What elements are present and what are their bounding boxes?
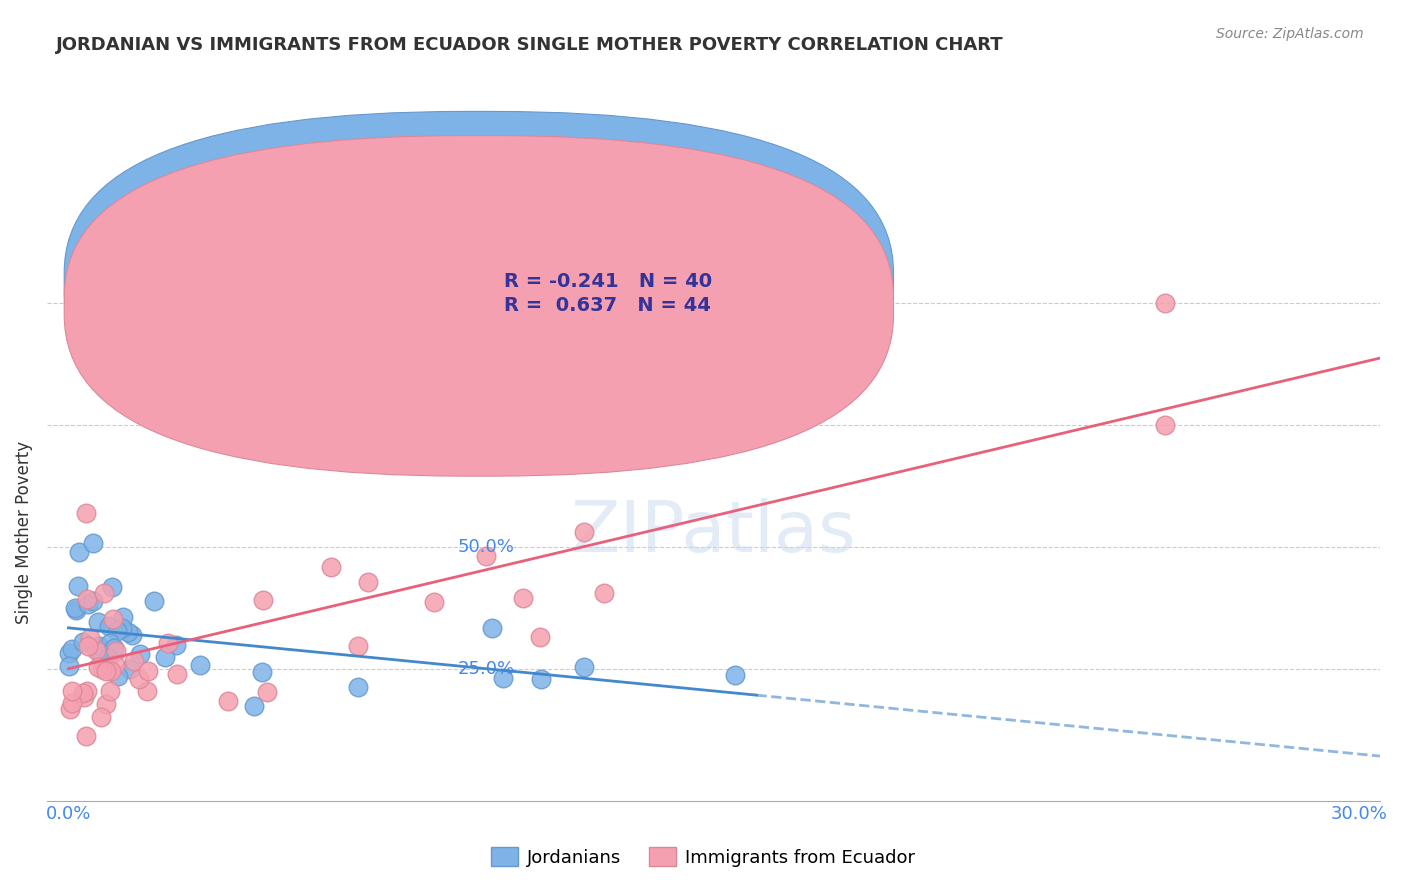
Point: [96, 665, 118, 679]
Point: [79, 301, 101, 315]
Point: [93, 586, 115, 600]
Point: [136, 664, 159, 678]
Point: [82, 536, 104, 550]
Point: [143, 594, 166, 608]
Point: [72, 634, 94, 648]
Legend: Jordanians, Immigrants from Ecuador: Jordanians, Immigrants from Ecuador: [484, 840, 922, 874]
Point: [117, 625, 139, 640]
Point: [242, 699, 264, 714]
Point: [724, 668, 747, 682]
Point: [58, 659, 80, 673]
Point: [165, 638, 187, 652]
Point: [98, 619, 121, 633]
Point: [89, 644, 111, 658]
Point: [592, 586, 614, 600]
Point: [136, 684, 159, 698]
Point: [72, 686, 94, 700]
Text: 50.0%: 50.0%: [457, 538, 515, 556]
Point: [1154, 418, 1177, 433]
Point: [91, 651, 114, 665]
Point: [77, 597, 100, 611]
Point: [60, 696, 83, 710]
Point: [100, 665, 122, 679]
Point: [574, 524, 596, 539]
Point: [481, 621, 503, 635]
Point: [166, 666, 188, 681]
Point: [107, 668, 129, 682]
Point: [217, 693, 239, 707]
Point: [112, 610, 135, 624]
Point: [75, 506, 97, 520]
Text: 100.0%: 100.0%: [457, 294, 526, 312]
Point: [59, 702, 82, 716]
Text: 25.0%: 25.0%: [457, 660, 515, 678]
Point: [530, 673, 553, 687]
Point: [87, 615, 110, 629]
FancyBboxPatch shape: [440, 259, 734, 339]
Text: R =  0.637   N = 44: R = 0.637 N = 44: [505, 296, 711, 315]
FancyBboxPatch shape: [65, 136, 893, 476]
Point: [252, 593, 274, 607]
Point: [84, 643, 107, 657]
Y-axis label: Single Mother Poverty: Single Mother Poverty: [15, 441, 32, 624]
Point: [60, 684, 83, 698]
Point: [63, 600, 86, 615]
Point: [67, 545, 90, 559]
Point: [128, 672, 150, 686]
Point: [58, 646, 80, 660]
Point: [105, 644, 128, 658]
Point: [121, 628, 143, 642]
Point: [89, 639, 111, 653]
Point: [475, 549, 498, 564]
Point: [105, 624, 128, 638]
Point: [90, 709, 112, 723]
Point: [357, 575, 380, 590]
Point: [252, 665, 274, 680]
Point: [1154, 296, 1177, 310]
Point: [79, 631, 101, 645]
Point: [156, 636, 179, 650]
Point: [104, 658, 127, 673]
Text: Source: ZipAtlas.com: Source: ZipAtlas.com: [1216, 27, 1364, 41]
Point: [529, 630, 551, 644]
Point: [97, 650, 120, 665]
Point: [100, 581, 122, 595]
FancyBboxPatch shape: [65, 112, 893, 452]
Point: [77, 639, 100, 653]
Text: JORDANIAN VS IMMIGRANTS FROM ECUADOR SINGLE MOTHER POVERTY CORRELATION CHART: JORDANIAN VS IMMIGRANTS FROM ECUADOR SIN…: [56, 36, 1004, 54]
Point: [100, 684, 122, 698]
Point: [75, 729, 97, 743]
Point: [118, 662, 141, 676]
Point: [65, 602, 87, 616]
Point: [101, 612, 124, 626]
Point: [512, 591, 534, 605]
Point: [60, 641, 83, 656]
Point: [90, 662, 112, 676]
Point: [256, 685, 278, 699]
Point: [66, 579, 89, 593]
Point: [87, 659, 110, 673]
Point: [103, 640, 125, 655]
Text: ZIPatlas: ZIPatlas: [571, 498, 856, 567]
Point: [492, 671, 515, 685]
Text: 75.0%: 75.0%: [457, 417, 515, 434]
Point: [188, 658, 211, 673]
Point: [76, 591, 98, 606]
Point: [122, 654, 145, 668]
Point: [129, 647, 152, 661]
Point: [347, 639, 370, 653]
Point: [98, 635, 121, 649]
Point: [73, 690, 96, 705]
Point: [423, 595, 446, 609]
Point: [319, 560, 342, 574]
Point: [76, 684, 98, 698]
Point: [111, 621, 134, 635]
Point: [574, 660, 596, 674]
Point: [155, 650, 177, 665]
Point: [82, 594, 104, 608]
Point: [347, 681, 370, 695]
Point: [94, 697, 117, 711]
Text: R = -0.241   N = 40: R = -0.241 N = 40: [505, 272, 713, 291]
